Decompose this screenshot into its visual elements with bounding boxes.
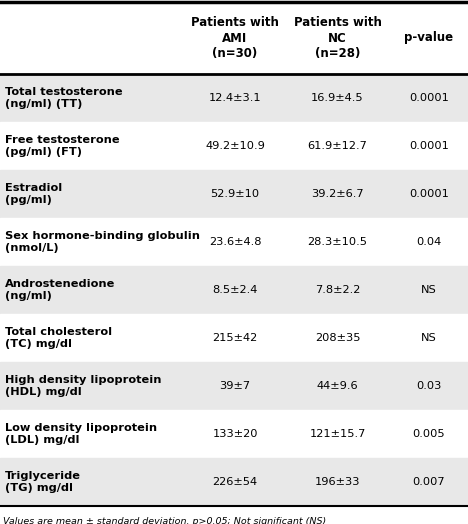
Text: Estradiol
(pg/ml): Estradiol (pg/ml)	[5, 183, 62, 205]
Text: Values are mean ± standard deviation. p>0.05; Not significant (NS): Values are mean ± standard deviation. p>…	[3, 517, 326, 524]
Text: Patients with
AMI
(n=30): Patients with AMI (n=30)	[191, 16, 279, 60]
Text: 39.2±6.7: 39.2±6.7	[311, 189, 364, 199]
Text: 0.04: 0.04	[417, 237, 442, 247]
Text: 133±20: 133±20	[212, 429, 258, 439]
Text: Androstenedione
(ng/ml): Androstenedione (ng/ml)	[5, 279, 116, 301]
Text: 28.3±10.5: 28.3±10.5	[307, 237, 367, 247]
Text: 12.4±3.1: 12.4±3.1	[209, 93, 261, 103]
Bar	[0, 2, 468, 74]
Text: 23.6±4.8: 23.6±4.8	[209, 237, 261, 247]
Bar	[0, 314, 468, 362]
Text: 44±9.6: 44±9.6	[317, 381, 358, 391]
Text: 208±35: 208±35	[315, 333, 360, 343]
Bar	[0, 170, 468, 218]
Bar	[0, 122, 468, 170]
Text: Low density lipoprotein
(LDL) mg/dl: Low density lipoprotein (LDL) mg/dl	[5, 423, 157, 445]
Text: 39±7: 39±7	[219, 381, 250, 391]
Text: 196±33: 196±33	[315, 477, 360, 487]
Text: 49.2±10.9: 49.2±10.9	[205, 141, 265, 151]
Text: Total testosterone
(ng/ml) (TT): Total testosterone (ng/ml) (TT)	[5, 87, 123, 109]
Text: 8.5±2.4: 8.5±2.4	[212, 285, 258, 295]
Text: 0.03: 0.03	[417, 381, 442, 391]
Text: Sex hormone-binding globulin
(nmol/L): Sex hormone-binding globulin (nmol/L)	[5, 231, 200, 253]
Text: 0.007: 0.007	[413, 477, 446, 487]
Text: NS: NS	[421, 285, 437, 295]
Text: Free testosterone
(pg/ml) (FT): Free testosterone (pg/ml) (FT)	[5, 135, 120, 157]
Bar	[0, 362, 468, 410]
Text: 0.0001: 0.0001	[409, 189, 449, 199]
Bar	[0, 506, 468, 524]
Bar	[0, 410, 468, 458]
Text: 16.9±4.5: 16.9±4.5	[311, 93, 364, 103]
Text: 226±54: 226±54	[212, 477, 257, 487]
Text: 7.8±2.2: 7.8±2.2	[315, 285, 360, 295]
Text: Total cholesterol
(TC) mg/dl: Total cholesterol (TC) mg/dl	[5, 327, 112, 349]
Text: 121±15.7: 121±15.7	[309, 429, 366, 439]
Text: 0.0001: 0.0001	[409, 141, 449, 151]
Text: 61.9±12.7: 61.9±12.7	[307, 141, 367, 151]
Text: 0.0001: 0.0001	[409, 93, 449, 103]
Text: 215±42: 215±42	[212, 333, 257, 343]
Bar	[0, 74, 468, 122]
Bar	[0, 218, 468, 266]
Text: Triglyceride
(TG) mg/dl: Triglyceride (TG) mg/dl	[5, 471, 81, 493]
Text: p-value: p-value	[404, 31, 453, 45]
Text: NS: NS	[421, 333, 437, 343]
Text: Patients with
NC
(n=28): Patients with NC (n=28)	[293, 16, 381, 60]
Text: 0.005: 0.005	[413, 429, 446, 439]
Bar	[0, 458, 468, 506]
Text: High density lipoprotein
(HDL) mg/dl: High density lipoprotein (HDL) mg/dl	[5, 375, 161, 397]
Bar	[0, 266, 468, 314]
Text: 52.9±10: 52.9±10	[211, 189, 260, 199]
